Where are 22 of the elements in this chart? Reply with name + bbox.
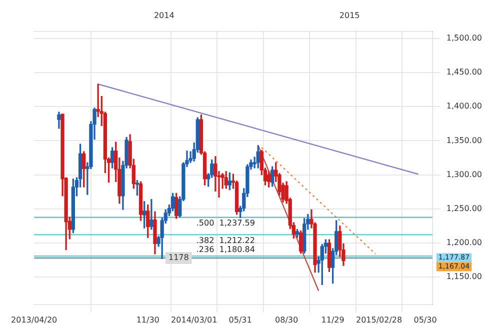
x-tick-label: 08/30 <box>275 315 298 324</box>
y-tick-label: 1,350.00 <box>446 136 482 145</box>
y-tick-label: 1,200.00 <box>446 238 482 248</box>
x-tick-label: 11/30 <box>136 315 160 324</box>
ref-line-label: .382 1,212.22 <box>196 236 255 245</box>
ref-line-label: .500 1,237.59 <box>196 218 255 228</box>
x-tick-label: 2015/02/28 <box>356 315 402 324</box>
x-tick-label: 05/30 <box>414 315 437 324</box>
x-tick-label: 11/29 <box>321 315 344 324</box>
y-tick-label: 1,300.00 <box>446 170 482 179</box>
y-tick-label: 1,450.00 <box>446 68 482 77</box>
x2-tick-label: 2014 <box>154 10 174 20</box>
y-tick-label: 1,150.00 <box>446 272 482 282</box>
x-tick-label: 05/31 <box>228 315 252 324</box>
x2-tick-label: 2015 <box>339 10 360 20</box>
y-tick-label: 1,250.00 <box>446 204 482 213</box>
ref-line-label: 1178 <box>168 253 189 262</box>
y-tick-label: 1,500.00 <box>446 34 482 42</box>
y-tick-label: 1,400.00 <box>446 102 482 111</box>
x-tick-label: 2013/04/20 <box>11 315 58 324</box>
x-tick-label: 2014/03/01 <box>171 315 218 324</box>
ref-line-label: .236 1,180.84 <box>196 245 255 254</box>
